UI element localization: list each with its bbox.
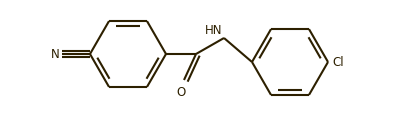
- Text: HN: HN: [205, 24, 222, 37]
- Text: Cl: Cl: [332, 56, 343, 69]
- Text: N: N: [51, 48, 60, 61]
- Text: O: O: [176, 85, 185, 98]
